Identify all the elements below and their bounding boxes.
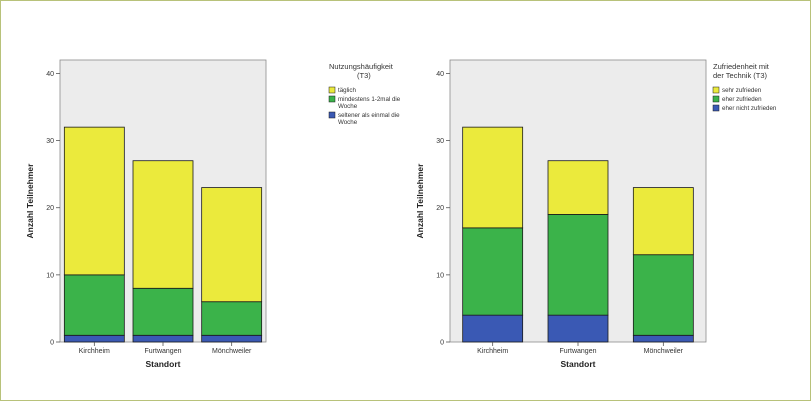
chart2-x-tick-label: Kirchheim	[477, 348, 508, 355]
chart1-bar-segment	[63, 274, 125, 336]
chart2-bar-segment	[462, 227, 524, 316]
chart2-legend-label: sehr zufrieden	[722, 87, 762, 94]
chart2-legend-swatch	[712, 104, 720, 112]
chart2-y-tick-label: 20	[436, 205, 444, 212]
chart1-y-tick-label: 10	[46, 272, 54, 279]
chart2-y-tick-label: 0	[440, 340, 444, 347]
chart1-y-tick-label: 30	[46, 138, 54, 145]
chart2-x-axis-title: Standort	[561, 359, 596, 369]
chart2-y-tick-label: 30	[436, 138, 444, 145]
chart1-bar-segment	[63, 334, 125, 343]
chart2-bar-segment	[547, 214, 609, 316]
chart1-x-tick-label: Mönchweiler	[212, 348, 252, 355]
chart2-x-tick-label: Furtwangen	[560, 348, 597, 355]
chart1-legend-title: (T3)	[357, 71, 371, 80]
chart2-legend-swatch	[712, 86, 720, 94]
chart1-x-tick-label: Kirchheim	[79, 348, 110, 355]
chart1-bar-segment	[132, 160, 194, 289]
chart1-legend-label: mindestens 1-2mal die	[338, 96, 401, 103]
chart1-legend-swatch	[328, 86, 336, 94]
chart2-bar-segment	[632, 334, 694, 343]
chart1-bar-segment	[132, 287, 194, 336]
chart1-legend-swatch	[328, 111, 336, 119]
chart1-bar-segment	[132, 334, 194, 343]
chart2-bar-segment	[632, 187, 694, 256]
chart1-y-tick-label: 0	[50, 340, 54, 347]
chart2-y-tick-label: 10	[436, 272, 444, 279]
chart2-bar-segment	[547, 314, 609, 343]
chart1-legend-label: Woche	[338, 103, 358, 110]
chart1-bar-segment	[201, 187, 263, 303]
chart2-y-axis-title: Anzahl Teilnehmer	[415, 163, 425, 239]
chart1-x-axis-title: Standort	[146, 359, 181, 369]
chart2-y-tick-label: 40	[436, 71, 444, 78]
chart2-x-tick-label: Mönchweiler	[644, 348, 684, 355]
chart2-bar-segment	[547, 160, 609, 215]
chart2-legend-label: eher nicht zufrieden	[722, 105, 777, 112]
chart1-legend-swatch	[328, 95, 336, 103]
chart1-legend-label: täglich	[338, 87, 356, 94]
chart1-y-tick-label: 40	[46, 71, 54, 78]
chart2-legend-swatch	[712, 95, 720, 103]
chart2-bar-segment	[462, 314, 524, 343]
chart1-legend-label: seltener als einmal die	[338, 112, 400, 119]
chart2-legend-title: der Technik (T3)	[713, 71, 768, 80]
chart1-bar-segment	[201, 301, 263, 336]
chart1-x-tick-label: Furtwangen	[145, 348, 182, 355]
chart1-legend-title: Nutzungshäufigkeit	[329, 62, 394, 71]
chart1-bar-segment	[63, 126, 125, 276]
chart1-bar-segment	[201, 334, 263, 343]
chart1-y-axis-title: Anzahl Teilnehmer	[25, 163, 35, 239]
chart2-bar-segment	[632, 254, 694, 336]
chart1-y-tick-label: 20	[46, 205, 54, 212]
chart2-bar-segment	[462, 126, 524, 229]
chart2-legend-title: Zufriedenheit mit	[713, 62, 770, 71]
chart2-legend-label: eher zufrieden	[722, 96, 762, 103]
chart1-legend-label: Woche	[338, 119, 358, 126]
